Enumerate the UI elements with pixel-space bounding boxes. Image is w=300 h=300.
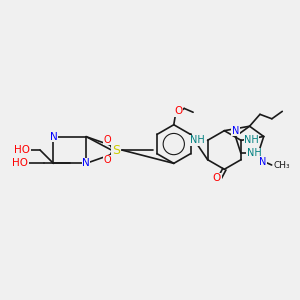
Text: O: O <box>103 155 111 165</box>
Text: N: N <box>82 158 90 168</box>
Text: NH: NH <box>247 148 262 158</box>
Text: NH: NH <box>190 135 205 145</box>
Text: HO: HO <box>14 145 30 155</box>
Text: CH₃: CH₃ <box>273 161 290 170</box>
Text: N: N <box>232 125 239 136</box>
Text: HO: HO <box>12 158 28 168</box>
Text: S: S <box>112 143 120 157</box>
Text: O: O <box>213 173 221 183</box>
Text: O: O <box>103 135 111 145</box>
Text: N: N <box>50 132 57 142</box>
Text: O: O <box>174 106 182 116</box>
Text: N: N <box>259 157 266 167</box>
Text: NH: NH <box>244 135 259 145</box>
